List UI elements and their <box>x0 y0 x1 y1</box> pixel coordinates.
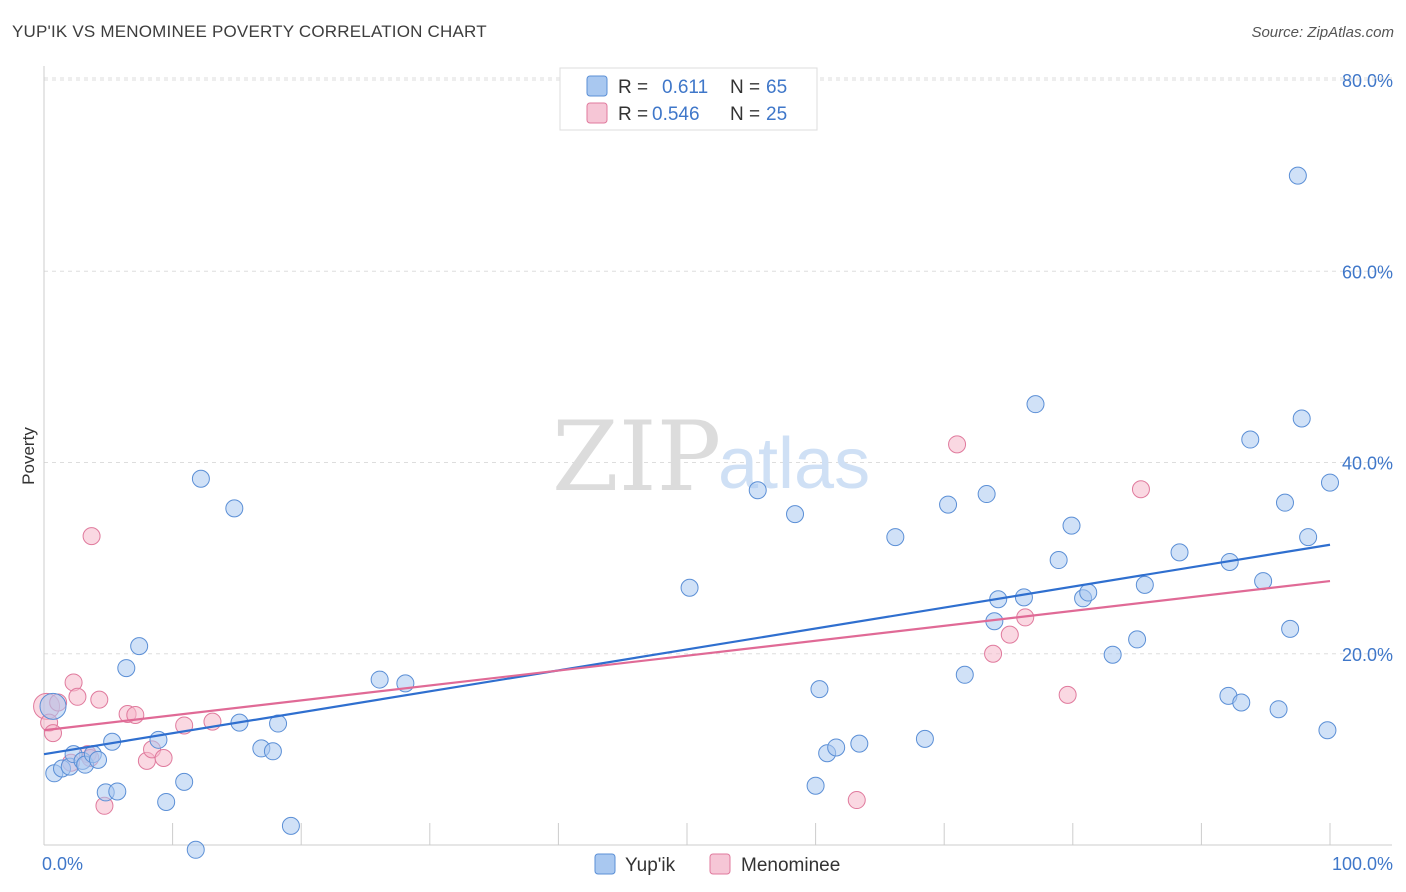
yupik-point <box>1026 395 1045 414</box>
menominee-point <box>154 748 173 767</box>
menominee-point <box>984 644 1003 663</box>
watermark-atlas: atlas <box>718 424 870 504</box>
yupik-point <box>977 485 996 504</box>
bottom-legend: Yup'ik Menominee <box>594 853 840 876</box>
menominee-point <box>1058 685 1077 704</box>
yupik-point <box>108 782 127 801</box>
yupik-point <box>748 481 767 500</box>
menominee-point <box>68 687 87 706</box>
yupik-point <box>89 750 108 769</box>
yupik-point <box>370 670 389 689</box>
yupik-point <box>1170 543 1189 562</box>
trend-lines <box>43 543 1331 756</box>
yupik-point <box>810 680 829 699</box>
yupik-point <box>117 659 136 678</box>
yupik-points <box>39 166 1339 859</box>
yupik-point <box>1254 572 1273 591</box>
menominee-point <box>1000 625 1019 644</box>
axes-layer: 0.0% 100.0% <box>42 66 1393 874</box>
yupik-point <box>1079 583 1098 602</box>
yupik-point <box>1288 166 1307 185</box>
menominee-point <box>82 527 101 546</box>
yupik-point <box>1014 588 1033 607</box>
yupik-point <box>1232 693 1251 712</box>
yupik-point <box>1321 473 1339 492</box>
menominee-point <box>44 724 63 743</box>
chart-title: YUP'IK VS MENOMINEE POVERTY CORRELATION … <box>12 22 487 41</box>
yupik-point <box>1128 630 1147 649</box>
bottom-legend-label-menominee: Menominee <box>741 855 840 876</box>
bottom-legend-label-yupik: Yup'ik <box>625 855 676 876</box>
y-tick-label: 60.0% <box>1342 262 1393 282</box>
yupik-point <box>281 816 300 835</box>
yupik-point <box>1299 528 1318 547</box>
yupik-point <box>1049 551 1068 570</box>
yupik-point <box>955 665 974 684</box>
yupik-point <box>157 792 176 811</box>
x-tick-label-min: 0.0% <box>42 854 83 874</box>
yupik-point <box>1292 409 1311 428</box>
x-tick-label-max: 100.0% <box>1332 854 1393 874</box>
yupik-point <box>263 742 282 761</box>
yupik-point <box>827 738 846 757</box>
y-tick-label: 40.0% <box>1342 454 1393 474</box>
yupik-point <box>130 637 149 656</box>
yupik-point <box>886 528 905 547</box>
bottom-legend-swatch-yupik <box>594 853 616 875</box>
yupik-point <box>1135 575 1154 594</box>
legend-r-value-menominee: 0.546 <box>652 104 700 125</box>
menominee-trend-line <box>43 579 1331 732</box>
y-axis-label: Poverty <box>19 427 38 485</box>
chart-source: Source: ZipAtlas.com <box>1251 24 1394 41</box>
yupik-point <box>1062 516 1081 535</box>
yupik-point <box>680 578 699 597</box>
yupik-point <box>191 469 210 488</box>
legend-swatch-menominee <box>586 102 608 124</box>
yupik-point <box>39 692 67 720</box>
yupik-point <box>175 772 194 791</box>
watermark-zip: ZIP <box>552 401 721 513</box>
yupik-point <box>186 840 205 859</box>
legend-r-label-yupik: R = <box>618 77 648 98</box>
legend-n-value-yupik: 65 <box>766 77 787 98</box>
watermark: ZIP atlas <box>552 401 870 513</box>
grid-layer: 20.0% 40.0% 60.0% 80.0% <box>44 71 1393 665</box>
yupik-point <box>225 499 244 518</box>
yupik-point <box>1318 721 1337 740</box>
y-tick-label: 80.0% <box>1342 71 1393 91</box>
legend-n-label-menominee: N = <box>730 104 760 125</box>
menominee-point <box>948 435 967 454</box>
y-tick-label: 20.0% <box>1342 645 1393 665</box>
top-legend: R = 0.611 N = 65 R = 0.546 N = 25 <box>559 67 818 131</box>
yupik-point <box>786 505 805 524</box>
menominee-point <box>847 791 866 810</box>
yupik-point <box>1269 700 1288 719</box>
yupik-point <box>1241 430 1260 449</box>
legend-swatch-yupik <box>586 75 608 97</box>
legend-r-label-menominee: R = <box>618 104 648 125</box>
yupik-point <box>1281 619 1300 638</box>
legend-n-value-menominee: 25 <box>766 104 787 125</box>
yupik-point <box>850 734 869 753</box>
yupik-point <box>1275 493 1294 512</box>
bottom-legend-swatch-menominee <box>709 853 731 875</box>
legend-r-value-yupik: 0.611 <box>662 77 708 98</box>
yupik-point <box>915 729 934 748</box>
yupik-point <box>1103 645 1122 664</box>
menominee-point <box>90 690 109 709</box>
legend-n-label-yupik: N = <box>730 77 760 98</box>
yupik-point <box>939 495 958 514</box>
yupik-point <box>806 776 825 795</box>
yupik-trend-line <box>43 543 1331 756</box>
menominee-point <box>1131 480 1150 499</box>
